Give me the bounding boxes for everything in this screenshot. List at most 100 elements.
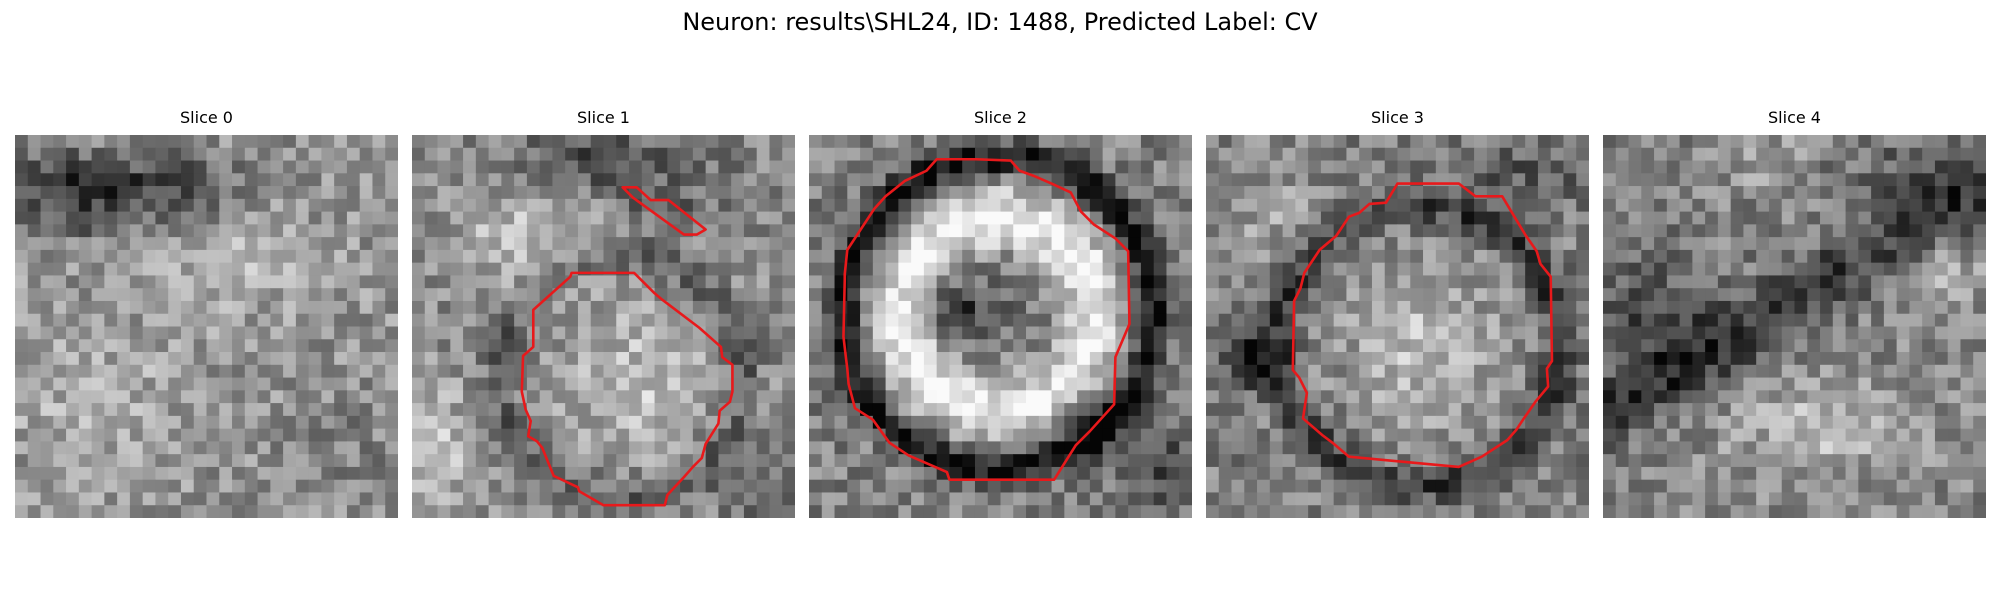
slice-pixel (629, 454, 643, 468)
slice-pixel (1064, 492, 1078, 506)
slice-pixel (1051, 147, 1065, 161)
slice-pixel (809, 275, 823, 289)
slice-pixel (1359, 211, 1373, 225)
slice-pixel (501, 352, 515, 366)
slice-pixel (692, 147, 707, 161)
slice-pixel (372, 262, 386, 276)
slice-pixel (667, 339, 681, 353)
slice-pixel (359, 339, 373, 353)
slice-pixel (1410, 249, 1424, 264)
slice-pixel (1768, 186, 1783, 200)
slice-pixel (1051, 224, 1065, 238)
slice-pixel (475, 390, 489, 404)
slice-pixel (1858, 275, 1872, 289)
slice-pixel (1038, 275, 1052, 289)
slice-pixel (1550, 339, 1564, 353)
slice-pixel (1896, 428, 1910, 442)
slice-pixel (1781, 428, 1795, 442)
slice-pixel (1179, 364, 1192, 378)
slice-pixel (1654, 173, 1668, 187)
slice-pixel (1947, 198, 1961, 212)
slice-pixel (53, 339, 67, 353)
slice-pixel (321, 288, 335, 302)
slice-pixel (1871, 173, 1885, 187)
slice-pixel (372, 275, 386, 289)
slice-pixel (974, 198, 989, 212)
slice-pixel (1705, 135, 1719, 149)
slice-pixel (412, 505, 426, 518)
slice-pixel (1089, 339, 1104, 353)
slice-pixel (1654, 428, 1668, 442)
slice-pixel (1333, 237, 1347, 251)
slice-pixel (565, 288, 579, 302)
slice-pixel (91, 326, 105, 340)
slice-pixel (1512, 403, 1526, 417)
slice-pixel (1615, 173, 1629, 187)
slice-pixel (577, 147, 592, 161)
slice-pixel (463, 237, 477, 251)
slice-pixel (885, 211, 899, 225)
slice-pixel (1448, 326, 1462, 340)
slice-pixel (1206, 186, 1220, 200)
slice-pixel (1563, 364, 1577, 378)
slice-pixel (321, 237, 335, 251)
slice-pixel (1896, 441, 1910, 455)
slice-pixel (346, 211, 361, 225)
slice-pixel (78, 441, 92, 455)
slice-pixel (667, 441, 681, 455)
slice-pixel (962, 505, 976, 518)
slice-pixel (1333, 186, 1347, 200)
slice-pixel (743, 211, 758, 225)
slice-pixel (1051, 249, 1065, 264)
slice-pixel (1768, 237, 1783, 251)
slice-pixel (1641, 275, 1655, 289)
slice-pixel (1934, 326, 1949, 340)
slice-pixel (782, 505, 795, 518)
slice-pixel (1435, 492, 1449, 506)
slice-pixel (359, 147, 373, 161)
slice-pixel (1615, 186, 1629, 200)
slice-pixel (1896, 479, 1910, 493)
slice-pixel (321, 390, 335, 404)
slice-pixel (1371, 505, 1386, 518)
slice-pixel (219, 441, 233, 455)
slice-pixel (769, 249, 783, 264)
slice-pixel (1051, 262, 1065, 276)
slice-pixel (475, 160, 489, 174)
slice-pixel (1934, 147, 1949, 161)
slice-pixel (1102, 147, 1116, 161)
slice-pixel (359, 505, 373, 518)
slice-pixel (1359, 441, 1373, 455)
slice-pixel (514, 224, 528, 238)
slice-pixel (142, 326, 156, 340)
slice-pixel (987, 441, 1001, 455)
slice-pixel (1871, 352, 1885, 366)
slice-pixel (1153, 160, 1167, 174)
slice-pixel (1308, 262, 1322, 276)
slice-pixel (78, 288, 92, 302)
slice-pixel (923, 288, 938, 302)
slice-pixel (898, 288, 912, 302)
slice-pixel (117, 492, 131, 506)
slice-pixel (731, 160, 745, 174)
slice-pixel (949, 147, 963, 161)
slice-pixel (91, 237, 105, 251)
slice-pixel (1153, 364, 1167, 378)
slice-pixel (782, 441, 795, 455)
slice-pixel (1153, 403, 1167, 417)
slice-pixel (1654, 198, 1668, 212)
slice-pixel (1257, 326, 1271, 340)
slice-pixel (705, 364, 719, 378)
slice-pixel (1257, 479, 1271, 493)
slice-pixel (1794, 390, 1808, 404)
slice-pixel (424, 441, 438, 455)
slice-pixel (1038, 428, 1052, 442)
slice-pixel (180, 466, 195, 481)
slice-pixel (475, 339, 489, 353)
slice-pixel (1922, 300, 1936, 315)
slice-pixel (437, 300, 451, 315)
slice-pixel (1179, 211, 1192, 225)
slice-pixel (885, 390, 899, 404)
slice-pixel (1231, 454, 1245, 468)
slice-pixel (1576, 339, 1589, 353)
